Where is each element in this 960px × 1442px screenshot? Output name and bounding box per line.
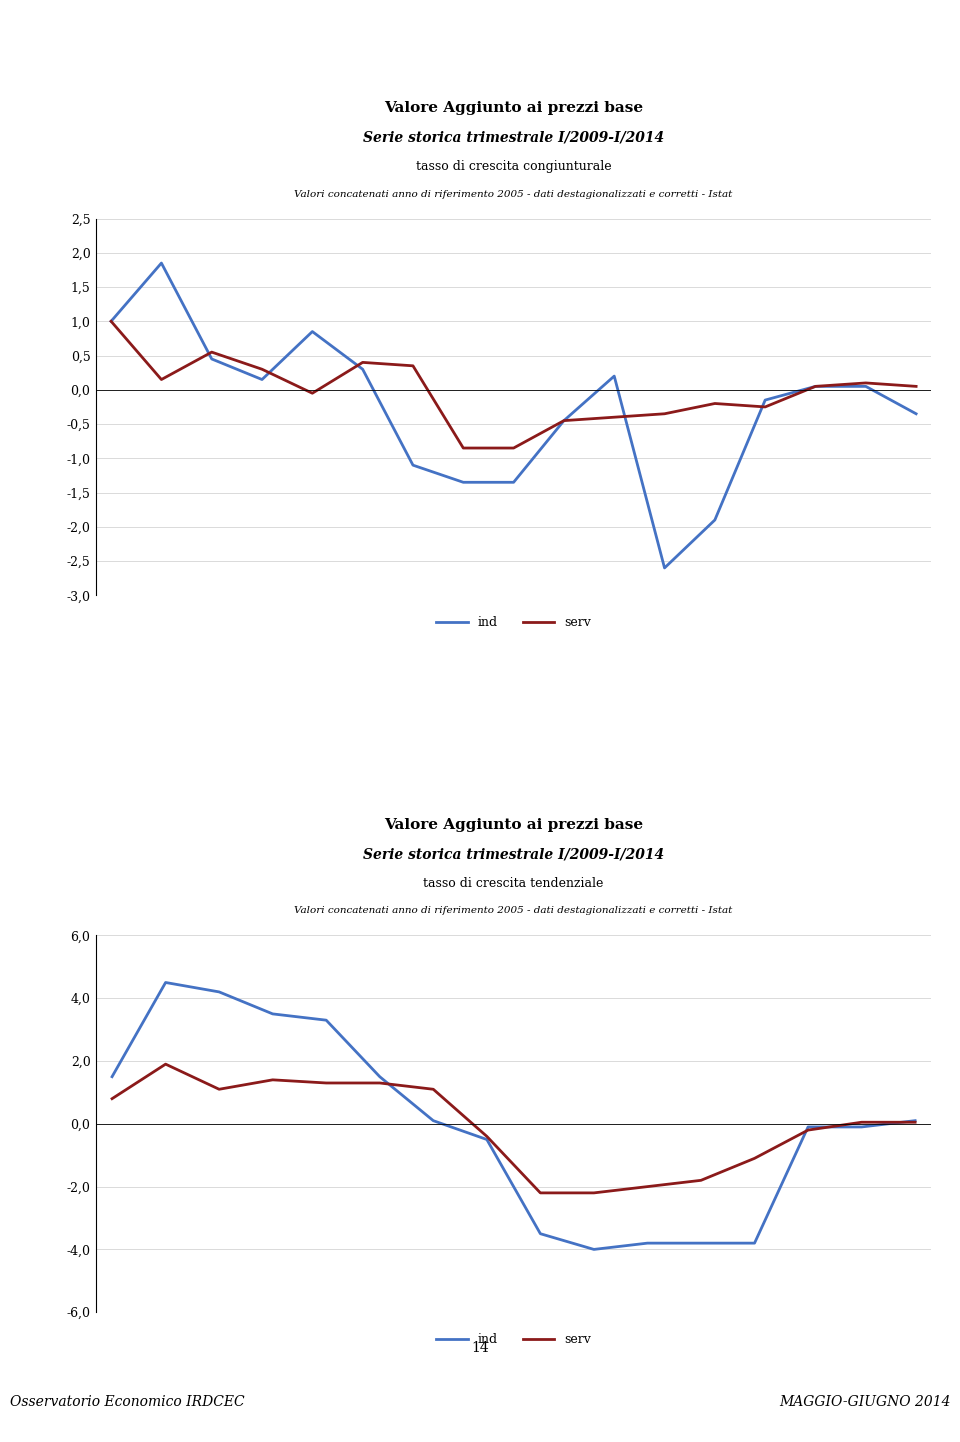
- Text: Valori concatenati anno di riferimento 2005 - dati destagionalizzati e corretti : Valori concatenati anno di riferimento 2…: [295, 907, 732, 916]
- Text: Serie storica trimestrale I/2009-I/2014: Serie storica trimestrale I/2009-I/2014: [363, 848, 664, 861]
- Text: Valori concatenati anno di riferimento 2005 - dati destagionalizzati e corretti : Valori concatenati anno di riferimento 2…: [295, 189, 732, 199]
- Text: Valore Aggiunto ai prezzi base: Valore Aggiunto ai prezzi base: [384, 818, 643, 832]
- Text: tasso di crescita tendenziale: tasso di crescita tendenziale: [423, 877, 604, 890]
- Text: 14: 14: [471, 1341, 489, 1355]
- Text: Valore Aggiunto ai prezzi base: Valore Aggiunto ai prezzi base: [384, 101, 643, 115]
- Legend: ind, serv: ind, serv: [431, 611, 596, 634]
- Text: tasso di crescita congiunturale: tasso di crescita congiunturale: [416, 160, 612, 173]
- Text: Osservatorio Economico IRDCEC: Osservatorio Economico IRDCEC: [10, 1396, 244, 1409]
- Legend: ind, serv: ind, serv: [431, 1328, 596, 1351]
- Text: Serie storica trimestrale I/2009-I/2014: Serie storica trimestrale I/2009-I/2014: [363, 130, 664, 144]
- Text: MAGGIO-GIUGNO 2014: MAGGIO-GIUGNO 2014: [779, 1396, 950, 1409]
